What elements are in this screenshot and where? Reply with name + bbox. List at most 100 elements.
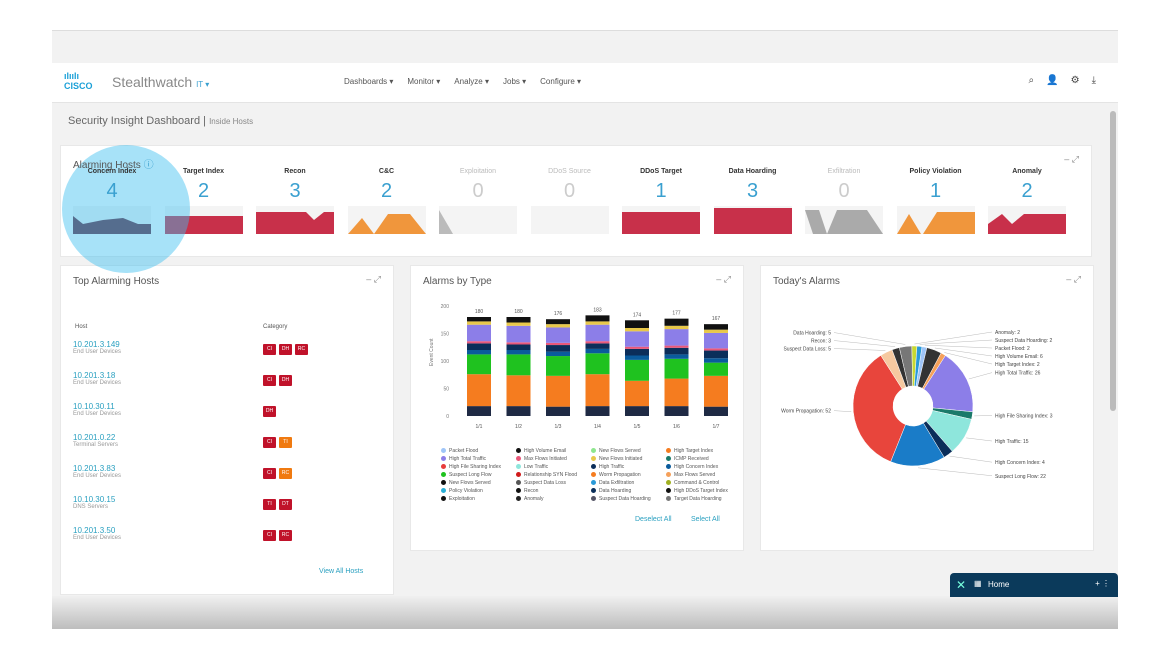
host-ip-link[interactable]: 10.201.3.83 (73, 464, 116, 473)
search-icon[interactable]: ⌕ (1028, 75, 1035, 86)
category-badge[interactable]: RC (295, 344, 308, 355)
legend-item[interactable]: Suspect Data Loss (516, 480, 591, 488)
nav-monitor[interactable]: Monitor ▾ (407, 77, 441, 86)
legend-item[interactable]: Relationship SYN Flood (516, 472, 591, 480)
legend-swatch (591, 480, 596, 486)
panel-controls[interactable]: – ⤢ (366, 274, 381, 284)
legend-item[interactable]: High Volume Email (516, 448, 591, 456)
sparkline-area (988, 214, 1066, 234)
legend-item[interactable]: New Flows Served (591, 448, 666, 456)
pie-leader-line (924, 344, 993, 349)
alarm-tile-recon[interactable]: Recon 3 (256, 168, 334, 234)
legend-item[interactable]: New Flows Served (441, 480, 516, 488)
category-badge[interactable]: DH (263, 406, 276, 417)
legend-item[interactable]: High File Sharing Index (441, 464, 516, 472)
host-ip-link[interactable]: 10.201.0.22 (73, 433, 116, 442)
legend-item[interactable]: High DDoS Target Index (666, 488, 741, 496)
host-ip-link[interactable]: 10.10.30.15 (73, 495, 116, 504)
env-selector[interactable]: IT (196, 80, 204, 89)
table-row[interactable]: 10.10.30.15 DNS Servers TI DT (73, 495, 383, 525)
category-badge[interactable]: RC (279, 530, 292, 541)
legend-swatch (666, 496, 671, 502)
panel-controls[interactable]: – ⤢ (1064, 154, 1079, 164)
category-badge[interactable]: CI (263, 530, 276, 541)
home-widget[interactable]: ✕ ▦ Home + ⋮ (950, 573, 1118, 597)
table-row[interactable]: 10.201.3.83 End User Devices CI RC (73, 464, 383, 494)
category-badge[interactable]: DT (279, 499, 292, 510)
nav-analyze[interactable]: Analyze ▾ (454, 77, 489, 86)
category-badge[interactable]: CI (263, 344, 276, 355)
legend-item[interactable]: Data Exfiltration (591, 480, 666, 488)
legend-item[interactable]: Packet Flood (441, 448, 516, 456)
legend-item[interactable]: High Traffic (591, 464, 666, 472)
category-badge[interactable]: DH (279, 375, 292, 386)
legend-swatch (516, 472, 521, 478)
app-name[interactable]: Stealthwatch IT ▾ (112, 74, 210, 90)
legend-item[interactable]: High Concern Index (666, 464, 741, 472)
category-badge[interactable]: TI (263, 499, 276, 510)
category-badge[interactable]: CI (263, 437, 276, 448)
legend-item[interactable]: Recon (516, 488, 591, 496)
gear-icon[interactable]: ⚙ (1070, 75, 1080, 86)
legend-item[interactable]: Anomaly (516, 496, 591, 504)
user-icon[interactable]: 👤 (1046, 75, 1059, 86)
alarm-tile-c-c[interactable]: C&C 2 (347, 168, 426, 234)
legend-item[interactable]: Worm Propagation (591, 472, 666, 480)
category-badge[interactable]: TI (279, 437, 292, 448)
table-row[interactable]: 10.201.0.22 Terminal Servers CI TI (73, 433, 383, 463)
legend-item[interactable]: Exploitation (441, 496, 516, 504)
bar-segment (585, 348, 610, 354)
host-ip-link[interactable]: 10.10.30.11 (73, 402, 115, 411)
alarm-tile-concern-index[interactable]: Concern Index 4 (73, 168, 151, 234)
table-row[interactable]: 10.201.3.50 End User Devices CI RC (73, 526, 383, 556)
alarm-tile-exploitation[interactable]: Exploitation 0 (439, 168, 517, 234)
legend-item[interactable]: Max Flows Initiated (516, 456, 591, 464)
legend-item[interactable]: High Target Index (666, 448, 741, 456)
host-ip-link[interactable]: 10.201.3.149 (73, 340, 120, 349)
legend-item[interactable]: High Total Traffic (441, 456, 516, 464)
panel-controls[interactable]: – ⤢ (716, 274, 731, 284)
close-icon[interactable]: ✕ (956, 578, 967, 592)
legend-item[interactable]: Suspect Data Hoarding (591, 496, 666, 504)
legend-item[interactable]: New Flows Initiated (591, 456, 666, 464)
table-row[interactable]: 10.201.3.18 End User Devices CI DH (73, 371, 383, 401)
view-all-hosts-link[interactable]: View All Hosts (319, 568, 364, 575)
download-icon[interactable]: ⤓ (1091, 75, 1096, 86)
legend-item[interactable]: Max Flows Served (666, 472, 741, 480)
bar-total-label: 174 (633, 312, 642, 318)
bar-segment (585, 353, 610, 375)
alarm-tile-ddos-target[interactable]: DDoS Target 1 (622, 168, 700, 234)
category-badge[interactable]: CI (263, 468, 276, 479)
nav-configure[interactable]: Configure ▾ (540, 77, 582, 86)
more-icon[interactable]: + ⋮ (1095, 579, 1110, 588)
info-icon[interactable]: ⓘ (143, 160, 154, 171)
panel-controls[interactable]: – ⤢ (1066, 274, 1081, 284)
table-row[interactable]: 10.201.3.149 End User Devices CI DH RC (73, 340, 383, 370)
alarm-tile-anomaly[interactable]: Anomaly 2 (988, 168, 1066, 234)
legend-item[interactable]: Low Traffic (516, 464, 591, 472)
legend-item[interactable]: Data Hoarding (591, 488, 666, 496)
legend-item[interactable]: ICMP Received (666, 456, 741, 464)
legend-item[interactable]: Command & Control (666, 480, 741, 488)
alarm-tile-data-hoarding[interactable]: Data Hoarding 3 (713, 168, 792, 234)
category-badge[interactable]: RC (279, 468, 292, 479)
alarm-tile-exfiltration[interactable]: Exfiltration 0 (805, 168, 883, 234)
alarm-tile-policy-violation[interactable]: Policy Violation 1 (896, 168, 975, 234)
host-ip-link[interactable]: 10.201.3.50 (73, 526, 116, 535)
alarm-tile-target-index[interactable]: Target Index 2 (164, 168, 243, 234)
nav-dashboards[interactable]: Dashboards ▾ (344, 77, 394, 86)
alarm-tile-ddos-source[interactable]: DDoS Source 0 (530, 168, 609, 234)
table-row[interactable]: 10.10.30.11 End User Devices DH (73, 402, 383, 432)
pie-leader-line (918, 467, 993, 477)
nav-jobs[interactable]: Jobs ▾ (503, 77, 527, 86)
category-badge[interactable]: CI (263, 375, 276, 386)
scrollbar[interactable] (1110, 111, 1116, 411)
legend-item[interactable]: Suspect Long Flow (441, 472, 516, 480)
select-all-link[interactable]: Select All (691, 516, 720, 523)
cisco-logo: ılıılı CISCO (64, 71, 93, 91)
host-ip-link[interactable]: 10.201.3.18 (73, 371, 116, 380)
legend-item[interactable]: Target Data Hoarding (666, 496, 741, 504)
legend-item[interactable]: Policy Violation (441, 488, 516, 496)
deselect-all-link[interactable]: Deselect All (635, 516, 672, 523)
category-badge[interactable]: DH (279, 344, 292, 355)
